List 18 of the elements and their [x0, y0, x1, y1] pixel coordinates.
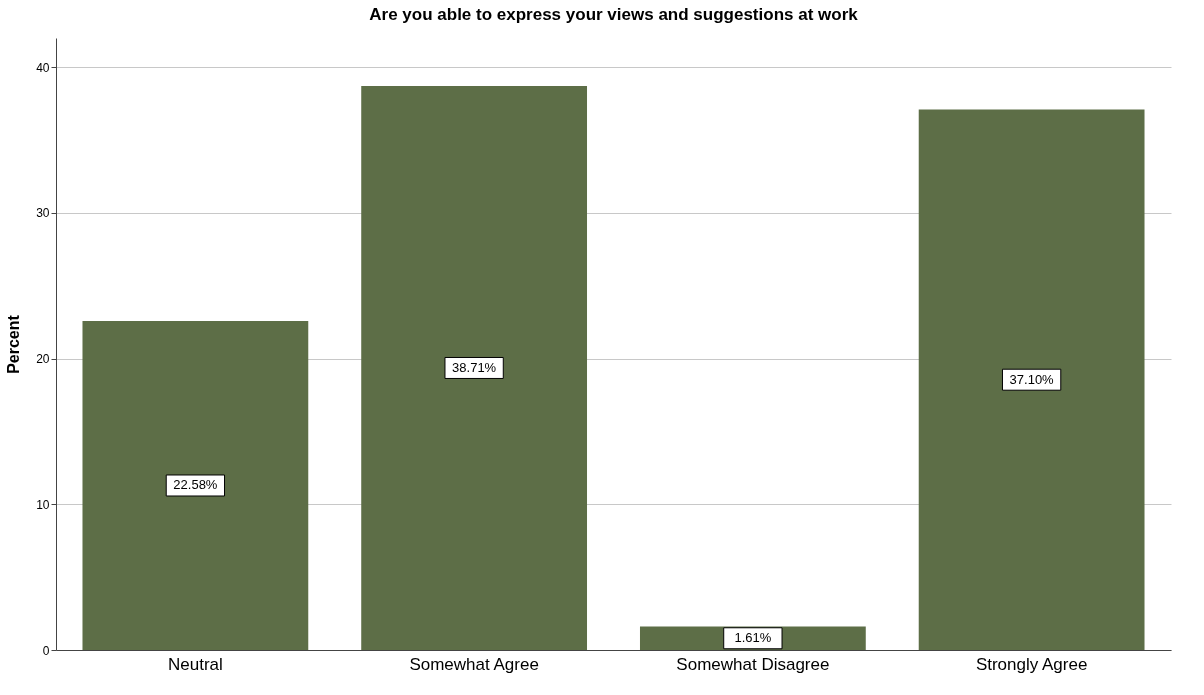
data-label: 1.61%: [734, 630, 772, 646]
y-axis-title: Percent: [5, 314, 23, 374]
y-tick-label: 30: [36, 206, 50, 221]
chart-title: Are you able to express your views and suggestions at work: [369, 5, 859, 24]
data-label: 22.58%: [173, 477, 218, 493]
y-tick-label: 20: [36, 352, 50, 367]
x-tick-label: Neutral: [167, 654, 223, 674]
y-tick-label: 40: [36, 60, 50, 75]
bar: [361, 85, 588, 650]
y-tick-label: 10: [36, 497, 50, 512]
x-tick-label: Somewhat Agree: [409, 654, 539, 674]
data-label: 38.71%: [452, 359, 497, 375]
bar: [82, 320, 309, 650]
data-label: 37.10%: [1009, 371, 1055, 387]
x-tick-label: Strongly Agree: [975, 654, 1088, 674]
bar: [918, 109, 1145, 650]
x-tick-label: Somewhat Disagree: [676, 654, 830, 674]
y-tick-label: 0: [42, 643, 50, 658]
